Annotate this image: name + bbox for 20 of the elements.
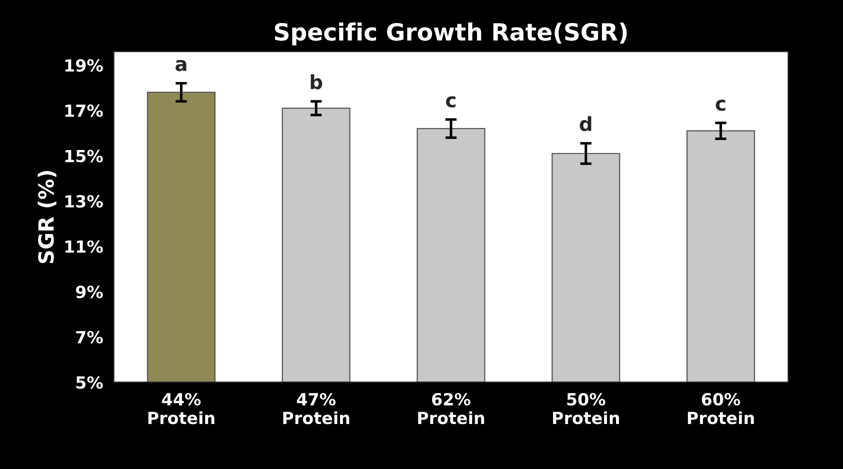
y-tick-label: 11% (65, 240, 103, 253)
y-tick-label: 9% (76, 286, 103, 298)
annotation: b (310, 74, 322, 90)
annotation: a (176, 60, 186, 72)
y-axis-title: SGR (%) (38, 171, 56, 264)
y-tick-label: 13% (65, 195, 103, 208)
x-tick-label: 47% Protein (283, 392, 350, 424)
y-tick-label: 15% (65, 150, 103, 162)
annotation: c (716, 100, 726, 111)
x-tick-label: 62% Protein (418, 392, 484, 424)
x-tick-label: 44% Protein (148, 392, 214, 424)
annotation: d (580, 116, 592, 132)
annotation: c (446, 96, 456, 108)
x-tick-label: 50% Protein (553, 392, 619, 424)
y-tick-label: 5% (76, 376, 103, 389)
y-tick-label: 7% (76, 330, 103, 344)
chart-title: Specific Growth Rate(SGR) (274, 22, 627, 46)
y-tick-label: 19% (65, 59, 103, 72)
x-tick-label: 60% Protein (688, 392, 754, 424)
y-tick-label: 17% (65, 104, 103, 118)
